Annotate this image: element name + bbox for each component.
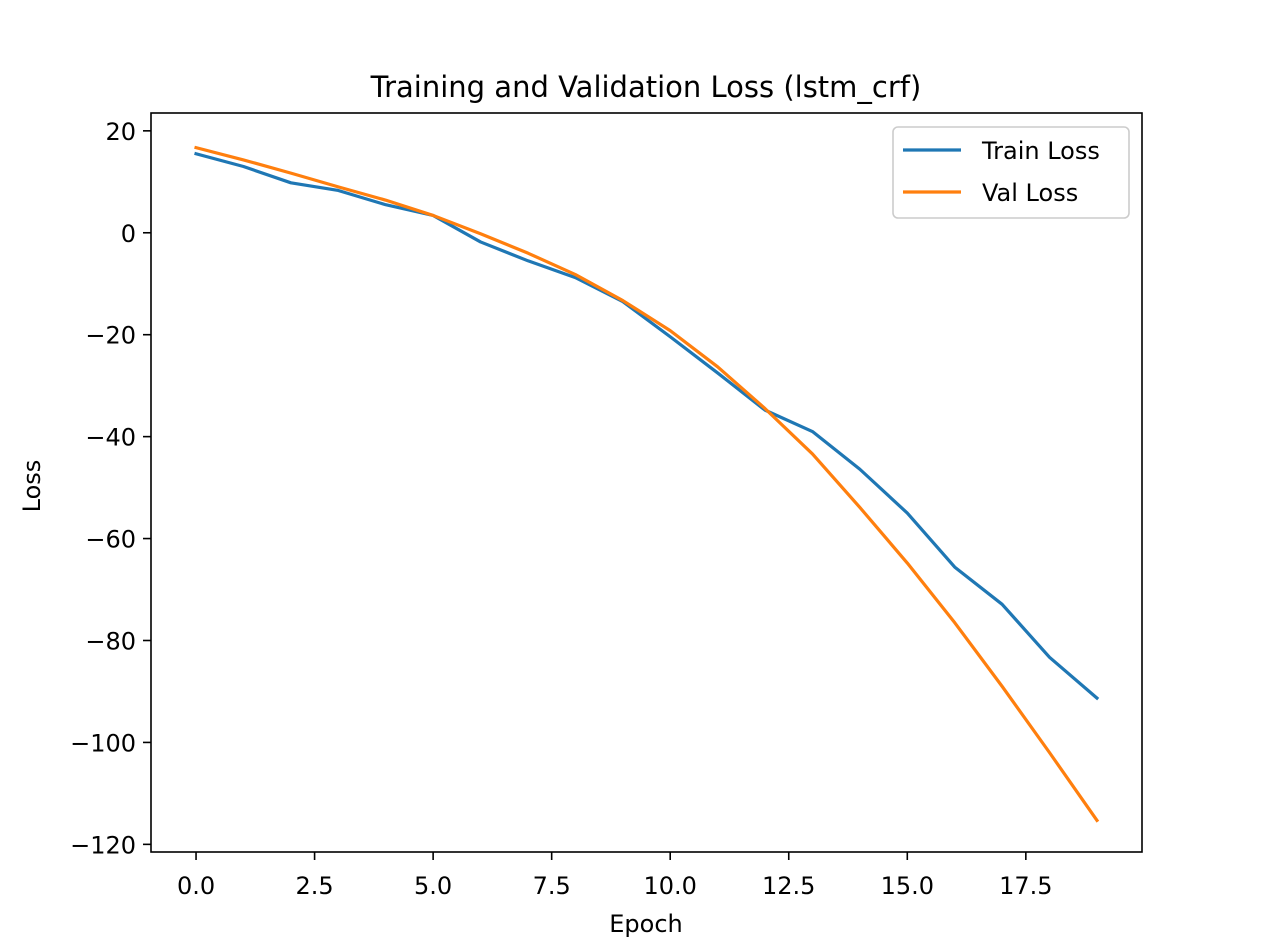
legend-label-val-loss: Val Loss: [982, 179, 1078, 207]
x-tick-label: 15.0: [881, 872, 934, 900]
y-axis-ticks: 20 0 −20 −40 −60 −80 −100 −120: [70, 118, 151, 859]
y-axis-title: Loss: [18, 460, 46, 513]
chart-title: Training and Validation Loss (lstm_crf): [370, 70, 922, 104]
series-line-val-loss: [194, 145, 1100, 823]
x-tick-label: 17.5: [999, 872, 1052, 900]
y-tick-label: −60: [85, 526, 136, 554]
x-tick-label: 2.5: [296, 872, 334, 900]
y-tick-label: −20: [85, 322, 136, 350]
x-axis-title: Epoch: [609, 910, 683, 938]
series-lines: [194, 145, 1100, 823]
plot-frame: [150, 112, 1143, 853]
y-tick-label: −120: [70, 831, 136, 859]
legend: Train Loss Val Loss: [892, 126, 1130, 219]
x-tick-label: 10.0: [643, 872, 696, 900]
x-axis-ticks: 0.0 2.5 5.0 7.5 10.0 12.5 15.0 17.5: [177, 852, 1053, 900]
series-line-train-loss: [194, 151, 1100, 701]
x-tick-label: 12.5: [762, 872, 815, 900]
y-tick-label: −100: [70, 729, 136, 757]
y-tick-label: −80: [85, 627, 136, 655]
y-tick-label: 20: [105, 118, 136, 146]
legend-label-train-loss: Train Loss: [981, 137, 1100, 165]
x-tick-label: 0.0: [177, 872, 215, 900]
x-tick-label: 7.5: [533, 872, 571, 900]
y-tick-label: 0: [121, 220, 136, 248]
y-tick-label: −40: [85, 424, 136, 452]
x-tick-label: 5.0: [414, 872, 452, 900]
